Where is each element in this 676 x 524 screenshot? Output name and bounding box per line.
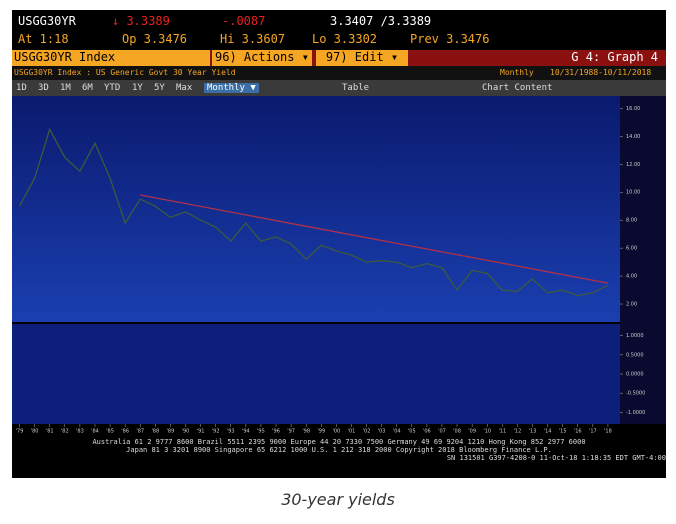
menu-bar: USGG30YR Index 96) Actions ▾ 97) Edit ▾ … <box>12 50 666 66</box>
x-tick-label: '94 <box>242 429 250 435</box>
x-tick-label: '85 <box>106 429 114 435</box>
footer-line: SN 131501 G397-4208-0 11-Oct-18 1:18:35 … <box>446 454 666 462</box>
graph-label: G 4: Graph 4 <box>571 50 658 64</box>
security-field[interactable]: USGG30YR Index <box>12 50 210 66</box>
time: At 1:18 <box>18 32 69 46</box>
toolbar-button[interactable]: 1M <box>60 83 71 93</box>
x-tick-label: '10 <box>483 429 491 435</box>
x-tick-label: '82 <box>61 429 69 435</box>
terminal-window: USGG30YR ↓ 3.3389 -.0087 3.3407 /3.3389 … <box>12 10 666 478</box>
toolbar-button[interactable]: 5Y <box>154 83 165 93</box>
x-tick-label: '86 <box>121 429 129 435</box>
x-tick-label: '87 <box>136 429 144 435</box>
x-tick-label: '02 <box>363 429 371 435</box>
axis-panel <box>620 96 666 424</box>
x-tick-label: '88 <box>151 429 159 435</box>
x-tick-label: '13 <box>529 429 537 435</box>
toolbar-button[interactable]: 3D <box>38 83 49 93</box>
date-range: 10/31/1988-10/11/2018 <box>550 68 652 77</box>
toolbar-button[interactable]: Max <box>176 83 193 93</box>
x-tick-label: '83 <box>76 429 84 435</box>
toolbar: 1D 3D 1M 6M YTD 1Y 5Y Max Monthly ▼ Table Chart Co… <box>12 80 666 96</box>
chart: 2.00 4.00 6.00 8.00 10.00 12.00 14.00 16.00 -1.0… <box>12 96 666 435</box>
toolbar-button[interactable]: 6M <box>82 83 93 93</box>
x-tick-label: '99 <box>317 429 325 435</box>
stats-row: At 1:18 Op 3.3476 Hi 3.3607 Lo 3.3302 Pr… <box>12 32 666 50</box>
x-tick-label: '01 <box>348 429 356 435</box>
bid-ask: 3.3407 /3.3389 <box>330 14 432 28</box>
x-tick-label: '09 <box>468 429 476 435</box>
subheader: USGG30YR Index : US Generic Govt 30 Year… <box>12 66 666 80</box>
x-tick-label: '15 <box>559 429 567 435</box>
high: Hi 3.3607 <box>220 32 286 46</box>
x-tick-label: '18 <box>604 429 612 435</box>
y-tick-label: 0.0000 <box>626 372 644 378</box>
open: Op 3.3476 <box>122 32 188 46</box>
x-tick-label: '12 <box>514 429 522 435</box>
y-tick-label: -1.0000 <box>626 410 645 416</box>
y-tick-label: 14.00 <box>626 134 640 140</box>
footer-line: Australia 61 2 9777 8600 Brazil 5511 239… <box>92 438 586 446</box>
actions-button[interactable]: 96) Actions ▾ <box>212 50 312 66</box>
prev: Prev 3.3476 <box>410 32 490 46</box>
data-line <box>140 194 609 284</box>
description: USGG30YR Index : US Generic Govt 30 Year… <box>14 68 236 77</box>
x-tick-label: '95 <box>257 429 265 435</box>
x-tick-label: '90 <box>182 429 190 435</box>
footer-line: Japan 81 3 3201 8900 Singapore 65 6212 1… <box>126 446 552 454</box>
footer: Australia 61 2 9777 8600 Brazil 5511 239… <box>12 438 666 462</box>
x-tick-label: '08 <box>453 429 461 435</box>
net-change: -.0087 <box>222 14 266 28</box>
y-tick-label: 16.00 <box>626 106 640 112</box>
x-tick-label: '89 <box>167 429 175 435</box>
y-tick-label: 10.00 <box>626 190 640 196</box>
frequency: Monthly <box>500 68 534 77</box>
x-tick-label: '05 <box>408 429 416 435</box>
main-panel <box>12 96 620 322</box>
caption: 30-year yields <box>281 490 395 509</box>
y-tick-label: 12.00 <box>626 162 640 168</box>
y-tick-label: 4.00 <box>626 274 637 280</box>
x-tick-label: '98 <box>302 429 310 435</box>
x-tick-label: '07 <box>438 429 446 435</box>
toolbar-button[interactable]: Table <box>342 83 370 93</box>
x-tick-label: '80 <box>31 429 39 435</box>
quote-row: USGG30YR ↓ 3.3389 -.0087 3.3407 /3.3389 <box>12 14 666 32</box>
x-tick-label: '96 <box>272 429 280 435</box>
y-tick-label: 8.00 <box>626 218 637 224</box>
x-tick-label: '91 <box>197 429 205 435</box>
x-tick-label: '79 <box>16 429 24 435</box>
x-tick-label: '17 <box>589 429 597 435</box>
lower-panel <box>12 324 620 424</box>
toolbar-button[interactable]: Monthly ▼ <box>204 83 259 93</box>
y-tick-label: -0.5000 <box>626 391 645 397</box>
y-tick-label: 0.5000 <box>626 352 644 358</box>
x-tick-label: '16 <box>574 429 582 435</box>
edit-button[interactable]: 97) Edit ▾ <box>316 50 408 66</box>
data-line <box>18 127 609 297</box>
x-tick-label: '03 <box>378 429 386 435</box>
y-tick-label: 2.00 <box>626 302 637 308</box>
x-tick-label: '97 <box>287 429 295 435</box>
low: Lo 3.3302 <box>312 32 378 46</box>
y-tick-label: 6.00 <box>626 246 637 252</box>
x-tick-label: '81 <box>46 429 54 435</box>
toolbar-button[interactable]: YTD <box>104 83 121 93</box>
x-tick-label: '11 <box>498 429 506 435</box>
toolbar-button[interactable]: Chart Content <box>482 83 553 93</box>
toolbar-button[interactable]: 1D <box>16 83 27 93</box>
x-tick-label: '93 <box>227 429 235 435</box>
last-price: ↓ 3.3389 <box>112 14 170 28</box>
x-tick-label: '84 <box>91 429 99 435</box>
x-tick-label: '00 <box>332 429 340 435</box>
y-tick-label: 1.0000 <box>626 333 644 339</box>
x-tick-label: '92 <box>212 429 220 435</box>
x-tick-label: '06 <box>423 429 431 435</box>
toolbar-button[interactable]: 1Y <box>132 83 143 93</box>
ticker: USGG30YR <box>18 14 76 28</box>
x-tick-label: '04 <box>393 429 401 435</box>
x-tick-label: '14 <box>544 429 552 435</box>
